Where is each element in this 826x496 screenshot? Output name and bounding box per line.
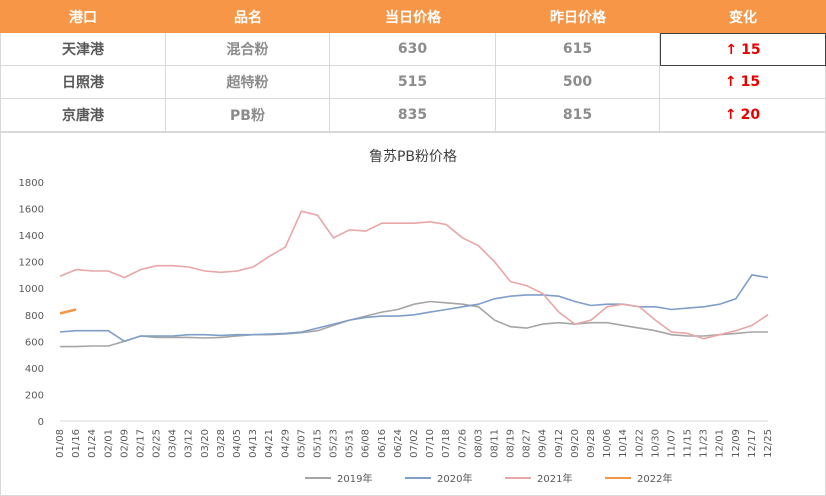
x-tick-label: 03/28 [216,429,227,458]
x-tick-label: 11/07 [666,429,677,458]
x-tick-label: 06/24 [393,429,404,458]
header-yesterday-price: 昨日价格 [550,9,606,26]
x-tick-label: 05/31 [345,429,356,458]
x-tick-label: 08/11 [489,429,500,458]
x-tick-label: 04/21 [264,429,275,458]
x-tick-label: 07/10 [425,429,436,458]
x-tick-label: 12/01 [715,429,726,458]
x-tick-label: 10/06 [602,429,613,458]
x-tick-label: 02/09 [119,429,130,458]
x-tick-label: 04/05 [232,429,243,458]
x-tick-label: 08/19 [506,429,517,458]
x-tick-label: 07/26 [457,429,468,458]
x-tick-label: 02/17 [135,429,146,458]
arrow-up-icon: ↑ [724,107,737,123]
x-tick-label: 03/04 [168,429,179,458]
today-price-cell: 515 [330,66,496,99]
chart-title: 鲁苏PB粉价格 [369,149,457,165]
arrow-up-icon: ↑ [724,74,737,90]
yesterday-price-cell: 500 [496,66,660,99]
x-tick-label: 01/24 [87,429,98,458]
legend-label: 2019年 [337,472,372,485]
x-tick-label: 05/15 [312,429,323,458]
header-today-price: 当日价格 [385,9,441,26]
product-cell: 超特粉 [166,66,330,99]
series-line [59,274,769,343]
x-tick-label: 02/01 [103,429,114,458]
yesterday-price-cell: 615 [496,33,660,66]
x-tick-label: 03/20 [200,429,211,458]
x-tick-label: 06/16 [377,429,388,458]
y-tick-label: 200 [25,390,44,401]
x-tick-label: 03/12 [184,429,195,458]
x-tick-label: 10/30 [650,429,661,458]
x-tick-label: 06/08 [361,429,372,458]
today-price-cell: 630 [330,33,496,66]
change-value: 15 [740,74,761,90]
x-tick-label: 09/12 [554,429,565,458]
y-tick-label: 1600 [19,205,44,216]
x-tick-label: 04/29 [280,429,291,458]
y-tick-label: 1200 [19,258,44,269]
series-line [59,210,769,340]
x-tick-label: 09/04 [538,429,549,458]
header-product: 品名 [234,9,262,26]
x-tick-label: 07/18 [441,429,452,458]
x-tick-label: 04/13 [248,429,259,458]
x-tick-label: 12/09 [731,429,742,458]
price-table: 港口 品名 当日价格 昨日价格 变化 天津港 混合粉 630 615 ↑ 15 日… [0,0,826,132]
port-cell: 京唐港 [0,99,166,132]
x-tick-label: 10/14 [618,429,629,458]
x-tick-label: 10/22 [634,429,645,458]
y-tick-label: 400 [25,364,44,375]
product-cell: 混合粉 [166,33,330,66]
legend-label: 2020年 [437,472,472,485]
table-row: 京唐港 PB粉 835 815 ↑ 20 [0,99,826,132]
x-tick-label: 08/03 [473,429,484,458]
table-header-row: 港口 品名 当日价格 昨日价格 变化 [0,0,826,33]
table-row: 日照港 超特粉 515 500 ↑ 15 [0,66,826,99]
legend-label: 2021年 [537,472,572,485]
product-cell: PB粉 [166,99,330,132]
x-tick-label: 01/16 [71,429,82,458]
y-tick-label: 600 [25,337,44,348]
x-tick-label: 12/25 [763,429,774,458]
y-tick-label: 800 [25,311,44,322]
today-price-cell: 835 [330,99,496,132]
x-tick-label: 02/25 [152,429,163,458]
header-port: 港口 [69,9,97,26]
yesterday-price-cell: 815 [496,99,660,132]
y-tick-label: 1400 [19,231,44,242]
x-tick-label: 07/02 [409,429,420,458]
x-tick-label: 05/23 [329,429,340,458]
change-value: 15 [741,41,761,58]
x-tick-label: 01/08 [55,429,66,458]
x-tick-label: 12/17 [747,429,758,458]
y-tick-label: 0 [38,417,44,428]
x-tick-label: 09/20 [570,429,581,458]
header-change: 变化 [729,9,757,26]
price-line-chart: 鲁苏PB粉价格 0 200 400 600 800 1000 1200 1400 1600 180… [19,149,774,485]
series-line [60,300,768,348]
change-cell: ↑ 15 [660,66,826,99]
x-tick-label: 05/07 [296,429,307,458]
x-tick-label: 11/23 [699,429,710,458]
port-cell: 日照港 [0,66,166,99]
change-cell: ↑ 20 [660,99,826,132]
table-row: 天津港 混合粉 630 615 ↑ 15 [0,33,826,66]
series-line [59,308,77,315]
legend-label: 2022年 [637,472,672,485]
x-tick-label: 09/28 [586,429,597,458]
y-tick-label: 1800 [19,178,44,189]
port-cell: 天津港 [0,33,166,66]
x-tick-label: 11/15 [683,429,694,458]
y-tick-label: 1000 [19,284,44,295]
arrow-up-icon: ↑ [725,41,738,58]
change-value: 20 [740,107,761,123]
x-tick-label: 08/27 [522,429,533,458]
change-cell: ↑ 15 [660,33,826,66]
